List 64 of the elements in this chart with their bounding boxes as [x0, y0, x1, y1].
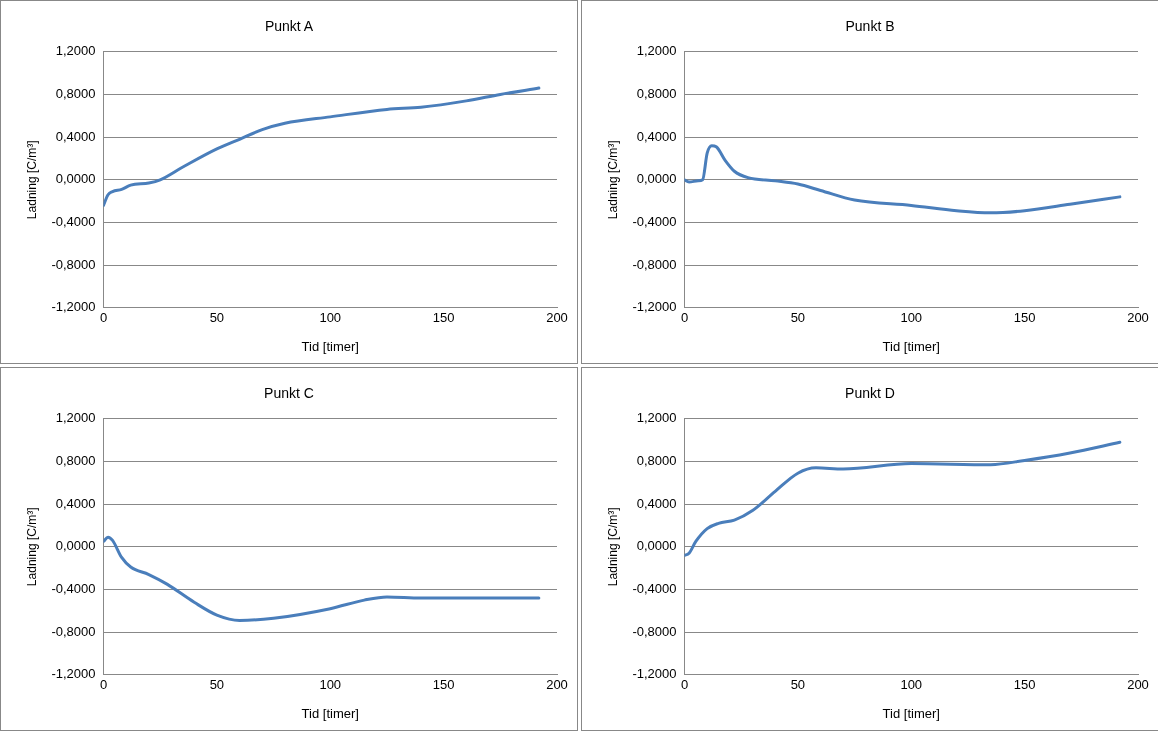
x-tick-label: 50 — [209, 310, 225, 326]
y-tick-label: -1,2000 — [51, 299, 96, 315]
x-tick-label: 100 — [319, 310, 342, 326]
x-tick-label: 200 — [546, 310, 568, 326]
y-tick-label: 0,8000 — [636, 453, 677, 469]
y-tick-label: 1,2000 — [55, 43, 96, 59]
y-tick-label: 0,4000 — [636, 495, 677, 511]
y-tick-label: -0,4000 — [632, 214, 677, 230]
x-tick-label: 150 — [1013, 677, 1036, 693]
x-tick-label: 50 — [790, 310, 806, 326]
x-tick-label: 200 — [1127, 310, 1149, 326]
y-tick-label: 0,8000 — [636, 86, 677, 102]
x-axis-title: Tid [timer] — [301, 705, 359, 721]
x-tick-label: 0 — [680, 677, 689, 693]
x-tick-label: 100 — [900, 310, 923, 326]
line-series — [684, 440, 1122, 557]
y-tick-label: -1,2000 — [632, 299, 677, 315]
x-tick-label: 100 — [900, 677, 923, 693]
y-tick-label: 0,4000 — [636, 128, 677, 144]
x-tick-label: 150 — [432, 310, 455, 326]
y-tick-label: 0,4000 — [55, 128, 96, 144]
chart-title: Punkt D — [845, 385, 895, 402]
y-tick-label: -0,4000 — [51, 581, 96, 597]
line-series — [103, 86, 541, 207]
x-tick-label: 200 — [546, 677, 568, 693]
y-tick-label: -0,8000 — [51, 623, 96, 639]
y-tick-label: -0,8000 — [632, 623, 677, 639]
x-tick-label: 100 — [319, 677, 342, 693]
x-tick-label: 50 — [209, 677, 225, 693]
y-tick-label: 1,2000 — [636, 43, 677, 59]
y-tick-label: 0,4000 — [55, 495, 96, 511]
y-tick-label: -0,8000 — [51, 256, 96, 272]
x-tick-label: 50 — [790, 677, 806, 693]
x-tick-label: 150 — [1013, 310, 1036, 326]
y-axis-title: Ladning [C/m³] — [24, 507, 39, 587]
y-tick-label: 0,0000 — [636, 538, 677, 554]
x-tick-label: 0 — [99, 310, 108, 326]
line-series — [684, 144, 1122, 215]
y-tick-label: 0,0000 — [636, 171, 677, 187]
x-tick-label: 200 — [1127, 677, 1149, 693]
chart-title: Punkt C — [264, 385, 314, 402]
y-tick-label: 0,8000 — [55, 453, 96, 469]
chart-title: Punkt B — [845, 18, 895, 35]
y-tick-label: -0,8000 — [632, 256, 677, 272]
y-tick-label: 1,2000 — [55, 410, 96, 426]
x-axis-title: Tid [timer] — [301, 338, 359, 354]
y-tick-label: -1,2000 — [632, 666, 677, 682]
x-tick-label: 150 — [432, 677, 455, 693]
y-tick-label: 1,2000 — [636, 410, 677, 426]
y-axis-title: Ladning [C/m³] — [605, 507, 620, 587]
y-tick-label: 0,0000 — [55, 171, 96, 187]
x-axis-title: Tid [timer] — [882, 338, 940, 354]
y-tick-label: -0,4000 — [632, 581, 677, 597]
y-tick-label: -0,4000 — [51, 214, 96, 230]
y-axis-title: Ladning [C/m³] — [24, 140, 39, 220]
y-axis-title: Ladning [C/m³] — [605, 140, 620, 220]
x-axis-title: Tid [timer] — [882, 705, 940, 721]
x-tick-label: 0 — [99, 677, 108, 693]
chart-title: Punkt A — [264, 18, 314, 35]
y-tick-label: 0,8000 — [55, 86, 96, 102]
x-tick-label: 0 — [680, 310, 689, 326]
y-tick-label: -1,2000 — [51, 666, 96, 682]
y-tick-label: 0,0000 — [55, 538, 96, 554]
line-series — [103, 535, 541, 622]
